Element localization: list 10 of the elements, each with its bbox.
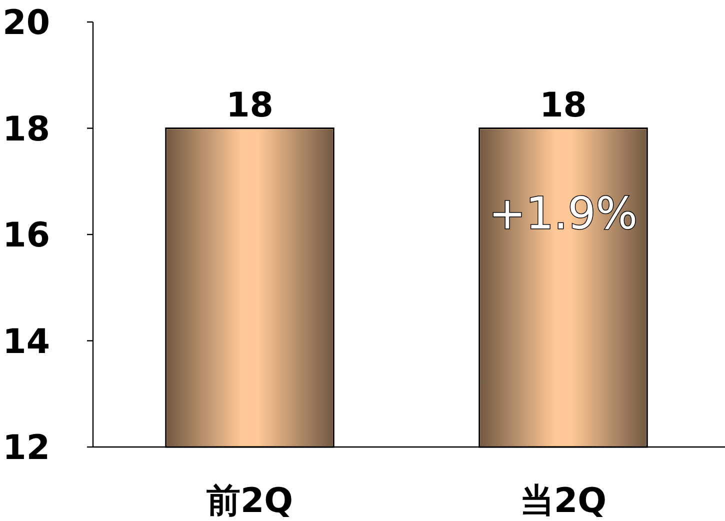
y-tick-label: 14 xyxy=(2,322,50,362)
y-tick-label: 20 xyxy=(2,3,50,43)
annotation: +1.9% xyxy=(488,188,638,240)
y-tick-label: 12 xyxy=(2,428,50,468)
x-tick-label: 前2Q xyxy=(206,481,294,521)
data-label: 18 xyxy=(540,85,587,126)
data-label: 18 xyxy=(226,85,274,126)
x-tick-label: 当2Q xyxy=(520,481,607,521)
y-tick-label: 16 xyxy=(2,216,50,256)
y-tick-label: 18 xyxy=(2,109,50,150)
